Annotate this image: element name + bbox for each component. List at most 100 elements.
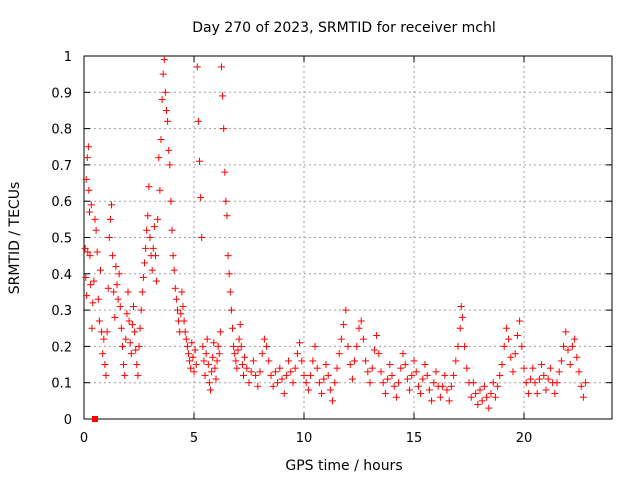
data-point [84, 248, 92, 256]
data-point [186, 357, 194, 365]
data-point [203, 335, 211, 343]
data-point [309, 357, 317, 365]
data-point [509, 368, 517, 376]
data-point [513, 332, 521, 340]
data-point [425, 386, 433, 394]
data-point [90, 277, 98, 285]
data-point [392, 393, 400, 401]
data-point [114, 295, 122, 303]
data-point [568, 342, 576, 350]
data-point [172, 295, 180, 303]
data-point [177, 310, 185, 318]
data-point [379, 379, 387, 387]
data-point [245, 379, 253, 387]
data-point [131, 328, 139, 336]
data-point [307, 371, 315, 379]
data-point [81, 244, 89, 252]
data-point [298, 357, 306, 365]
outlier-point [92, 416, 98, 422]
data-point [165, 146, 173, 154]
data-point [419, 375, 427, 383]
data-point [142, 244, 150, 252]
data-point [386, 361, 394, 369]
data-point [182, 335, 190, 343]
data-point [132, 346, 140, 354]
data-point [183, 342, 191, 350]
data-point [447, 382, 455, 390]
data-point [562, 328, 570, 336]
data-point [185, 350, 192, 358]
data-point [128, 321, 136, 329]
data-point [326, 386, 334, 394]
data-point [557, 357, 565, 365]
data-point [127, 350, 135, 358]
data-point [439, 382, 447, 390]
data-point [296, 339, 304, 347]
data-point [112, 263, 120, 271]
data-point [265, 357, 273, 365]
data-point [505, 335, 513, 343]
x-tick-label: 10 [296, 431, 313, 446]
data-point [293, 350, 301, 358]
data-point [247, 368, 255, 376]
data-point [340, 321, 348, 329]
data-point [236, 321, 244, 329]
data-point [222, 197, 230, 205]
data-point [480, 382, 488, 390]
data-point [368, 364, 376, 372]
data-point [522, 379, 530, 387]
data-point [538, 361, 546, 369]
data-point [520, 364, 528, 372]
data-point [457, 302, 465, 310]
data-point [322, 361, 330, 369]
data-point [458, 313, 466, 321]
data-point [311, 342, 319, 350]
data-point [417, 390, 425, 398]
data-point [166, 161, 174, 169]
data-point [100, 335, 108, 343]
data-point [113, 281, 121, 289]
y-tick-label: 0.2 [51, 340, 72, 355]
y-tick-label: 0.7 [51, 159, 72, 174]
data-point [344, 342, 352, 350]
data-point [188, 339, 196, 347]
data-point [329, 397, 337, 405]
data-point [143, 226, 151, 234]
data-point [152, 252, 159, 260]
data-point [97, 266, 104, 274]
data-point [122, 335, 130, 343]
data-point [120, 361, 128, 369]
data-point [256, 368, 264, 376]
data-point [136, 324, 144, 332]
data-point [192, 361, 200, 369]
data-point [390, 382, 398, 390]
data-point [216, 328, 224, 336]
data-point [179, 302, 187, 310]
data-point [146, 234, 154, 241]
data-point [553, 379, 561, 387]
data-point [197, 194, 205, 202]
data-point [467, 393, 475, 401]
data-point [103, 328, 111, 336]
data-point [204, 361, 212, 369]
data-point [215, 350, 223, 358]
data-point [95, 317, 103, 325]
data-point [240, 371, 247, 379]
data-point [102, 371, 110, 379]
y-axis-label: SRMTID / TECUs [7, 182, 23, 295]
data-point [335, 350, 343, 358]
data-point [377, 368, 385, 376]
data-point [187, 364, 195, 372]
data-point [108, 201, 115, 209]
data-point [375, 350, 383, 358]
data-point [138, 288, 146, 296]
data-point [571, 335, 579, 343]
data-point [126, 339, 134, 347]
data-point [156, 186, 164, 194]
data-point [533, 390, 541, 398]
data-point [180, 317, 188, 325]
data-point [88, 324, 96, 332]
data-point [84, 143, 92, 151]
data-point [117, 324, 125, 332]
data-point [507, 353, 515, 361]
